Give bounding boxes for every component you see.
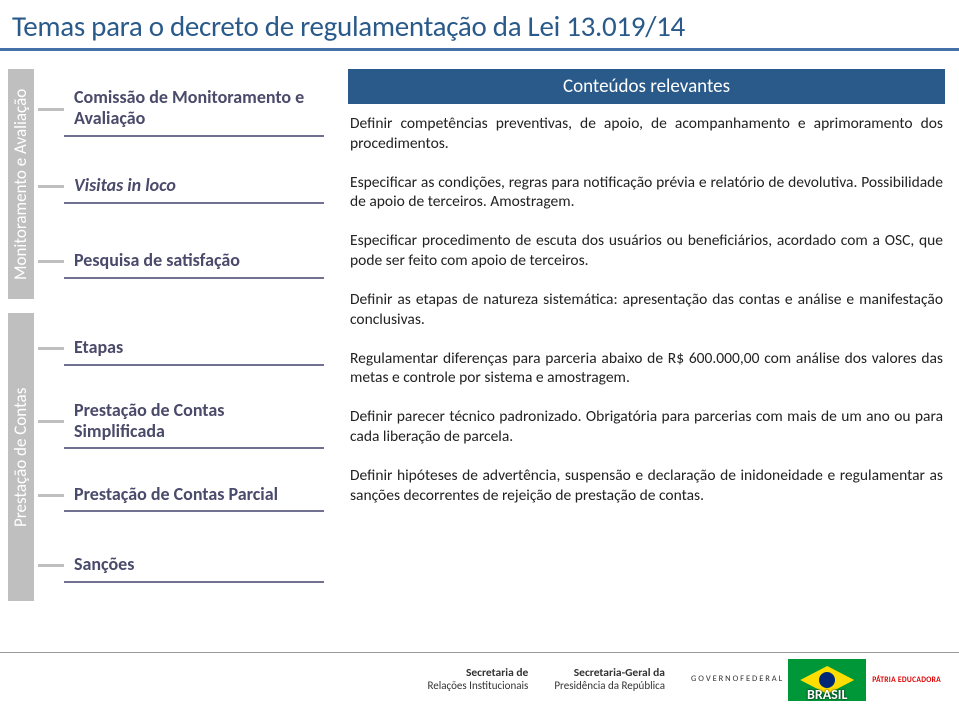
list-item: Etapas xyxy=(38,323,324,373)
footer-text: Relações Institucionais xyxy=(428,680,529,693)
gov-federal-text: G O V E R N O F E D E R A L xyxy=(691,675,782,684)
list-item: Sanções xyxy=(38,541,324,591)
items-prestacao: Etapas Prestação de Contas Simplificada … xyxy=(34,313,324,601)
connector-line xyxy=(38,260,64,263)
main-content: Monitoramento e Avaliação Comissão de Mo… xyxy=(0,69,959,615)
brasil-flag-icon: BRASIL xyxy=(788,659,866,701)
list-item: Visitas in loco xyxy=(38,162,324,212)
topic-simplificada: Prestação de Contas Simplificada xyxy=(64,394,324,449)
topic-pesquisa: Pesquisa de satisfação xyxy=(64,244,324,279)
section-prestacao: Prestação de Contas Etapas Prestação de … xyxy=(8,313,324,601)
vertical-label-prestacao: Prestação de Contas xyxy=(8,313,34,601)
right-column: Conteúdos relevantes Definir competência… xyxy=(348,69,945,615)
content-text: Definir parecer técnico padronizado. Obr… xyxy=(348,407,945,447)
connector-line xyxy=(38,108,64,111)
content-text: Especificar as condições, regras para no… xyxy=(348,173,945,213)
left-column: Monitoramento e Avaliação Comissão de Mo… xyxy=(8,69,324,615)
page-footer: Secretaria de Relações Institucionais Se… xyxy=(0,652,959,709)
content-text: Definir hipóteses de advertência, suspen… xyxy=(348,466,945,506)
connector-line xyxy=(38,494,64,497)
list-item: Pesquisa de satisfação xyxy=(38,237,324,287)
connector-line xyxy=(38,347,64,350)
connector-line xyxy=(38,185,64,188)
connector-line xyxy=(38,564,64,567)
topic-parcial: Prestação de Contas Parcial xyxy=(64,478,324,513)
content-text: Regulamentar diferenças para parceria ab… xyxy=(348,349,945,389)
footer-text: G O V E R N O F E D E R A L xyxy=(691,675,782,684)
topic-comissao: Comissão de Monitoramento e Avaliação xyxy=(64,81,324,136)
footer-text: Presidência da República xyxy=(554,680,665,693)
content-text: Definir as etapas de natureza sistemátic… xyxy=(348,290,945,330)
topic-sancoes: Sanções xyxy=(64,548,324,583)
page-title: Temas para o decreto de regulamentação d… xyxy=(0,0,959,51)
brasil-logo: G O V E R N O F E D E R A L BRASIL PÁTRI… xyxy=(691,659,941,701)
footer-secretaria-relacoes: Secretaria de Relações Institucionais xyxy=(428,667,529,693)
patria-educadora-text: PÁTRIA EDUCADORA xyxy=(872,676,941,685)
topic-visitas: Visitas in loco xyxy=(64,169,324,204)
items-monitoramento: Comissão de Monitoramento e Avaliação Vi… xyxy=(34,69,324,299)
brasil-label: BRASIL xyxy=(788,688,866,701)
list-item: Prestação de Contas Parcial xyxy=(38,470,324,520)
content-text: Especificar procedimento de escuta dos u… xyxy=(348,231,945,271)
list-item: Prestação de Contas Simplificada xyxy=(38,394,324,449)
content-text: Definir competências preventivas, de apo… xyxy=(348,114,945,154)
section-monitoramento: Monitoramento e Avaliação Comissão de Mo… xyxy=(8,69,324,299)
footer-secretaria-geral: Secretaria-Geral da Presidência da Repúb… xyxy=(554,667,665,693)
connector-line xyxy=(38,420,64,423)
list-item: Comissão de Monitoramento e Avaliação xyxy=(38,81,324,136)
vertical-label-monitoramento: Monitoramento e Avaliação xyxy=(8,69,34,299)
right-column-header: Conteúdos relevantes xyxy=(348,69,945,104)
topic-etapas: Etapas xyxy=(64,331,324,366)
